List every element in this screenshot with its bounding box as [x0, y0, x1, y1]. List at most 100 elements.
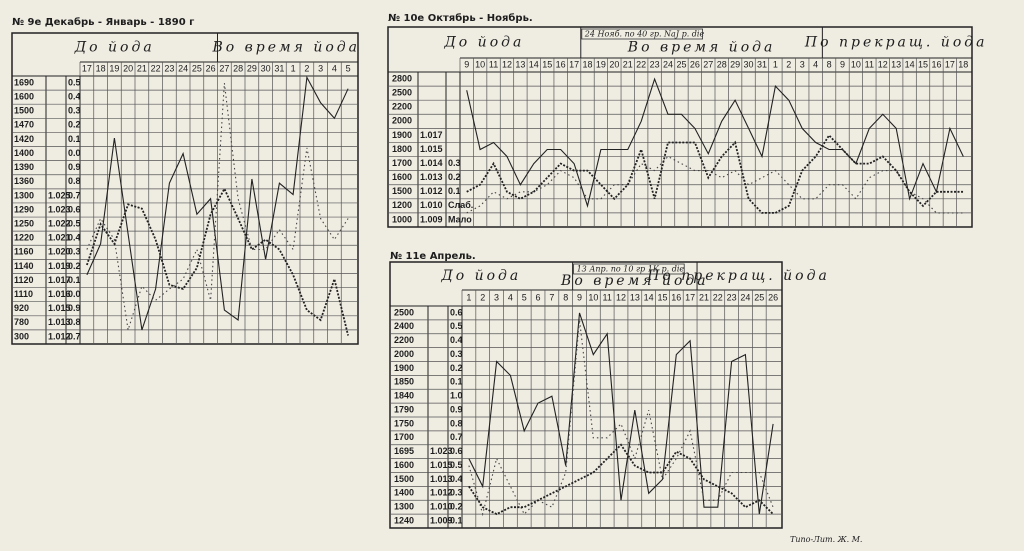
row-label: 1.016 [48, 289, 71, 299]
row-label: 920 [14, 303, 29, 313]
row-label: 0.5 [68, 77, 81, 87]
row-label: 1695 [394, 446, 414, 456]
day-label: 24 [178, 63, 188, 73]
day-label: 16 [931, 59, 941, 69]
row-label: 1.022 [48, 218, 71, 228]
row-label: 1.012 [430, 488, 453, 498]
row-label: 2000 [392, 116, 412, 126]
row-label: 0.4 [68, 233, 81, 243]
row-label: 2000 [394, 349, 414, 359]
day-label: 21 [137, 63, 147, 73]
day-label: 10 [588, 292, 598, 302]
day-label: 11 [865, 59, 874, 69]
row-label: 1.020 [48, 247, 71, 257]
row-label: 0.7 [68, 190, 81, 200]
row-label: 1.017 [420, 130, 443, 140]
row-label: 2800 [392, 73, 412, 83]
row-label: 1.010 [420, 200, 443, 210]
row-label: 1220 [14, 233, 34, 243]
row-label: 1.0 [450, 391, 463, 401]
row-label: 1.009 [430, 515, 453, 525]
row-label: 1900 [392, 130, 412, 140]
series-line [466, 77, 964, 208]
row-label: 1360 [14, 176, 34, 186]
day-label: 13 [630, 292, 640, 302]
row-label: 0.4 [450, 474, 463, 484]
day-label: 29 [730, 59, 740, 69]
panel-title: № 10е Октябрь - Ноябрь. [388, 12, 533, 24]
day-label: 15 [657, 292, 667, 302]
day-label: 24 [740, 292, 750, 302]
row-label: 1.021 [48, 233, 71, 243]
row-label: 1.015 [420, 144, 443, 154]
day-label: 26 [690, 59, 700, 69]
row-label: 0.1 [68, 275, 81, 285]
row-label: 1840 [394, 391, 414, 401]
day-label: 3 [318, 63, 323, 73]
day-label: 3 [800, 59, 805, 69]
row-label: 0.3 [68, 247, 81, 257]
row-label: 1420 [14, 134, 34, 144]
day-label: 18 [958, 59, 968, 69]
annotation: 24 Нояб. по 40 гр. NaJ р. die [584, 30, 705, 39]
series-line [86, 83, 349, 331]
row-label: 2200 [394, 335, 414, 345]
day-label: 30 [261, 63, 271, 73]
section-header: Во время йода [560, 273, 709, 289]
day-label: 2 [480, 292, 485, 302]
day-label: 11 [603, 292, 612, 302]
day-label: 24 [663, 59, 673, 69]
day-label: 27 [219, 63, 229, 73]
row-label: 1600 [394, 460, 414, 470]
row-label: 1470 [14, 120, 34, 130]
series-line [466, 133, 964, 214]
day-label: 6 [536, 292, 541, 302]
section-header: До йода [443, 35, 524, 51]
day-label: 23 [164, 63, 174, 73]
section-header: По прекращ. йода [804, 35, 988, 51]
day-label: 20 [609, 59, 619, 69]
section-header: До йода [74, 40, 155, 56]
day-label: 19 [596, 59, 606, 69]
row-label: 1400 [14, 148, 34, 158]
row-label: 0.3 [450, 488, 463, 498]
day-label: 11 [489, 59, 498, 69]
row-label: 0.1 [450, 515, 463, 525]
row-label: 0.8 [68, 317, 81, 327]
row-label: 1110 [14, 289, 33, 299]
row-label: 0.7 [68, 331, 81, 341]
row-label: 1600 [14, 92, 34, 102]
day-label: 30 [744, 59, 754, 69]
section-header: По прекращ. йода [646, 268, 830, 284]
row-label: 0.5 [450, 460, 463, 470]
row-label: 0.4 [68, 92, 81, 102]
row-label: 1.012 [420, 186, 443, 196]
day-label: 31 [757, 59, 767, 69]
panel-title: № 9е Декабрь - Январь - 1890 г [12, 16, 194, 28]
row-label: 1790 [394, 404, 414, 414]
day-label: 15 [918, 59, 928, 69]
day-label: 26 [206, 63, 216, 73]
row-label: 1140 [14, 261, 34, 271]
day-label: 7 [549, 292, 554, 302]
day-label: 8 [563, 292, 568, 302]
row-label: 1.023 [430, 446, 453, 456]
day-label: 2 [304, 63, 309, 73]
row-label: 1700 [392, 158, 412, 168]
day-label: 8 [827, 59, 832, 69]
row-label: 0.9 [68, 303, 81, 313]
panel-frame [387, 26, 973, 228]
day-label: 17 [569, 59, 579, 69]
row-label: 1290 [14, 204, 34, 214]
row-label: 1250 [14, 218, 34, 228]
day-label: 17 [82, 63, 92, 73]
row-label: 0.5 [450, 321, 463, 331]
day-label: 18 [582, 59, 592, 69]
day-label: 29 [247, 63, 257, 73]
row-label: 2500 [392, 88, 412, 98]
row-label: 1400 [394, 488, 414, 498]
series-line [468, 443, 774, 516]
row-label: 1.013 [420, 172, 443, 182]
